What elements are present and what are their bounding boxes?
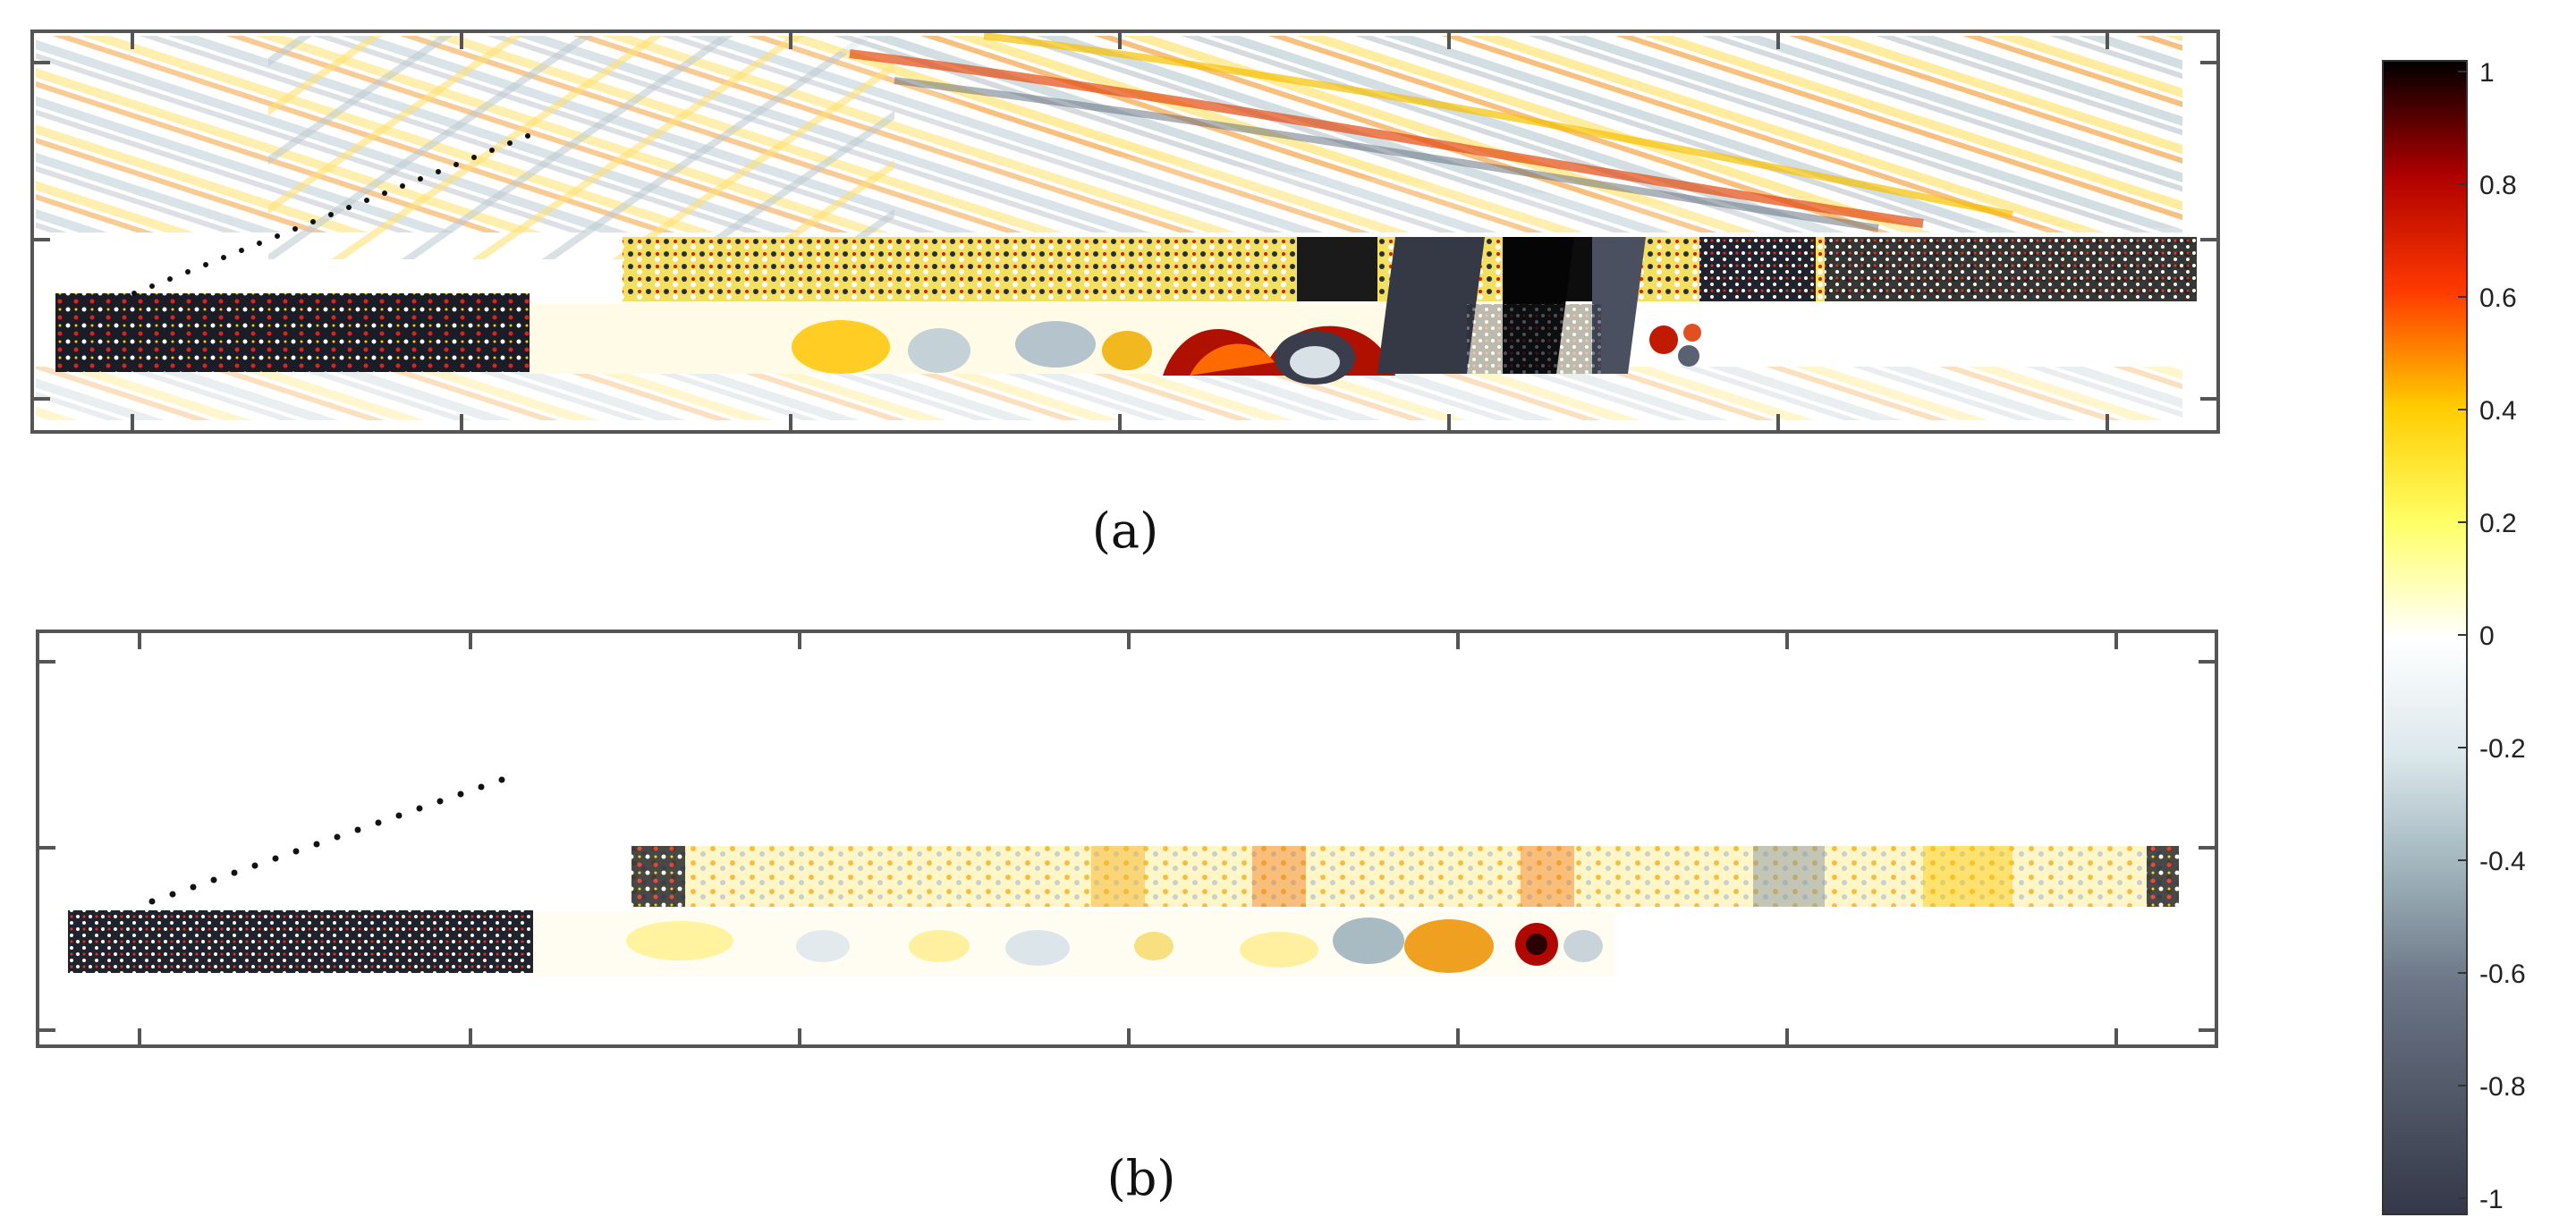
colorbar-tick-label: 0.2 <box>2479 509 2517 538</box>
panel-a: (a) <box>30 30 2220 559</box>
colorbar-ticks: 1 0.8 0.6 0.4 0.2 0 -0.2 -0.4 -0.6 -0.8 -1 <box>2458 58 2526 1214</box>
panel-a-source-block <box>55 293 530 372</box>
colorbar-tick-label: -0.8 <box>2479 1072 2526 1102</box>
colorbar-gradient <box>2382 60 2468 1215</box>
colorbar: 1 0.8 0.6 0.4 0.2 0 -0.2 -0.4 -0.6 -0.8 -1 <box>2382 58 2526 1215</box>
panel-a-dotted-line <box>131 133 530 296</box>
panel-b-upper-waveguide <box>631 846 2179 907</box>
panel-b: (b) <box>36 630 2218 1206</box>
panel-b-caption: (b) <box>1107 1150 1176 1206</box>
colorbar-tick-label: 0.4 <box>2479 396 2517 426</box>
colorbar-tick-label: -0.2 <box>2479 734 2526 764</box>
colorbar-tick-label: -0.6 <box>2479 960 2526 989</box>
panel-b-background <box>38 631 2216 1046</box>
panel-a-frame <box>30 30 2220 434</box>
colorbar-tick-label: 0.6 <box>2479 283 2517 313</box>
panel-b-lower-field <box>533 912 1615 977</box>
colorbar-tick-label: 0 <box>2479 621 2495 651</box>
panel-a-lower-field <box>530 237 1701 385</box>
colorbar-tick-label: 1 <box>2479 58 2495 88</box>
panel-a-ticks <box>32 31 2218 432</box>
colorbar-tick-label: -0.4 <box>2479 847 2526 876</box>
panel-b-source-block <box>68 910 533 973</box>
colorbar-tick-label: 0.8 <box>2479 171 2517 200</box>
panel-a-wave-field <box>36 32 2182 420</box>
panel-b-ticks <box>38 631 2216 1046</box>
colorbar-tick-label: -1 <box>2479 1185 2504 1214</box>
panel-a-caption: (a) <box>1092 503 1158 559</box>
panel-b-dotted-line <box>148 776 505 905</box>
